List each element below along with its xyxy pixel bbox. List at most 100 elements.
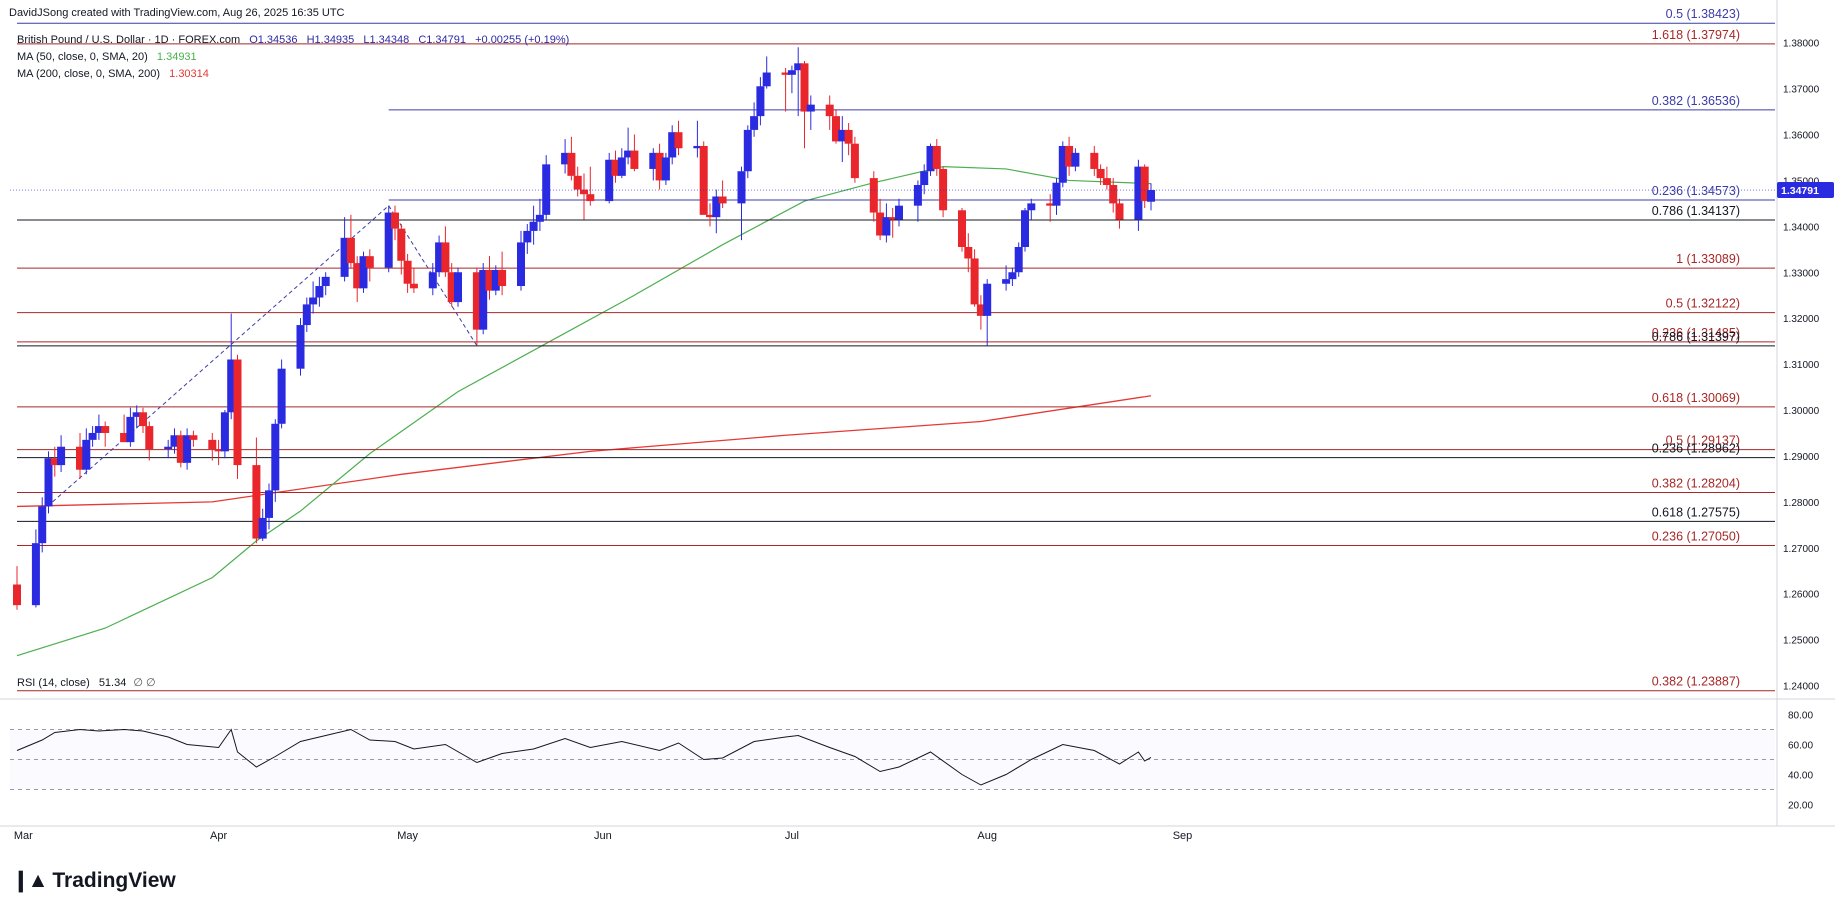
candle-body [882, 217, 891, 236]
time-axis[interactable]: Mar Apr May Jun Jul Aug Sep [14, 830, 1192, 842]
rsi-tick-label: 80.00 [1788, 711, 1813, 722]
candle-body [1102, 178, 1111, 186]
candle-body [825, 104, 834, 117]
candle-body [353, 263, 362, 289]
candle-body [939, 168, 948, 211]
candle-body [850, 143, 859, 179]
time-tick-label: Jul [785, 830, 799, 842]
candle-body [932, 145, 941, 169]
ma50-legend[interactable]: MA (50, close, 0, SMA, 20) 1.34931 [17, 51, 203, 63]
candle-body [561, 152, 570, 165]
ma200-label: MA (200, close, 0, SMA, 200) [17, 68, 161, 80]
candle-body [359, 256, 368, 289]
candle-body [1096, 168, 1105, 179]
rsi-tick-label: 20.00 [1788, 801, 1813, 812]
price-tick-label: 1.32000 [1783, 314, 1820, 325]
candle-body [498, 269, 507, 287]
candle-body [958, 210, 966, 247]
candle-body [580, 189, 588, 195]
candle-body [926, 145, 935, 172]
fib-levels-layer: 0.5 (1.38423) 1.618 (1.37974) 0.382 (1.365… [17, 7, 1775, 692]
candle-body [649, 152, 658, 169]
candle-body [869, 178, 878, 213]
candle-body [170, 435, 179, 447]
brand-name: TradingView [52, 869, 176, 892]
close-value: C1.34791 [418, 34, 467, 46]
candle-body [1134, 166, 1143, 220]
candle-body [1008, 272, 1017, 280]
fib-level-label: 1 (1.33089) [1676, 252, 1740, 266]
candle-body [1052, 182, 1061, 206]
price-tick-label: 1.31000 [1783, 360, 1820, 371]
candle-body [258, 517, 267, 539]
candle-body [1109, 185, 1118, 204]
price-tick-label: 1.34000 [1783, 222, 1820, 233]
fib-level-label: 0.236 (1.31485) [1652, 326, 1740, 340]
candle-body [1002, 279, 1011, 284]
fib-level-label: 0.382 (1.23887) [1652, 675, 1740, 689]
candle-body [674, 132, 683, 149]
ma200-legend[interactable]: MA (200, close, 0, SMA, 200) 1.30314 [17, 68, 215, 80]
candle-body [447, 272, 456, 303]
candle-body [120, 432, 129, 443]
candle-body [220, 412, 229, 452]
ma200-line [16, 395, 1152, 508]
candle-body [277, 368, 286, 424]
price-tick-label: 1.33000 [1783, 268, 1820, 279]
candles-layer [13, 47, 1155, 610]
price-axis[interactable]: 1.38000 1.37000 1.36000 1.35000 1.34000 1.330… [10, 39, 1834, 693]
candle-body [1058, 145, 1067, 183]
candle-body [693, 145, 702, 149]
candle-body [76, 446, 84, 470]
candle-body [441, 242, 450, 273]
candle-body [832, 116, 840, 142]
candle-body [523, 230, 532, 243]
rsi-legend[interactable]: RSI (14, close) 51.34 ∅ ∅ [17, 676, 156, 689]
high-value: H1.34935 [306, 34, 355, 46]
tradingview-logo[interactable]: ❙▲ TradingView [12, 868, 176, 893]
candle-body [189, 435, 198, 440]
candle-body [183, 435, 192, 463]
price-tick-label: 1.30000 [1783, 406, 1820, 417]
price-tick-label: 1.25000 [1783, 636, 1820, 647]
candle-body [176, 435, 185, 463]
ma200-value: 1.30314 [169, 68, 209, 80]
fib-level-label: 0.786 (1.34137) [1652, 204, 1740, 218]
candle-body [302, 304, 311, 326]
candle-body [1027, 203, 1036, 211]
fib-level-label: 1.618 (1.37974) [1652, 28, 1740, 42]
candle-body [699, 145, 708, 215]
candle-body [1065, 145, 1074, 167]
ma50-label: MA (50, close, 0, SMA, 20) [17, 51, 148, 63]
candle-body [1115, 203, 1124, 220]
current-price-label: 1.34791 [1781, 185, 1819, 197]
candle-body [265, 490, 273, 518]
ma50-value: 1.34931 [156, 51, 197, 63]
candle-body [365, 256, 374, 268]
candle-body [346, 237, 355, 264]
candle-body [718, 196, 727, 204]
candle-body [57, 446, 66, 466]
fib-level-label: 0.5 (1.29137) [1666, 434, 1740, 448]
candle-body [139, 412, 147, 427]
fib-level-label: 0.236 (1.27050) [1652, 529, 1740, 543]
candle-body [145, 426, 154, 450]
candle-body [88, 432, 97, 440]
symbol-name[interactable]: British Pound / U.S. Dollar · 1D · FOREX… [17, 34, 241, 46]
candle-body [472, 272, 481, 330]
candle-body [542, 164, 551, 215]
candle-body [567, 152, 576, 176]
price-tick-label: 1.38000 [1783, 39, 1820, 50]
candle-body [661, 157, 670, 181]
candle-body [94, 426, 103, 433]
candle-body [208, 439, 217, 450]
time-tick-label: Jun [594, 830, 612, 842]
ma50-line [16, 166, 1152, 657]
fib-level-label: 0.382 (1.28204) [1652, 476, 1740, 490]
price-tick-label: 1.29000 [1783, 452, 1820, 463]
candle-body [794, 63, 803, 71]
candle-body [970, 258, 979, 305]
candle-body [617, 157, 626, 176]
open-value: O1.34536 [249, 34, 298, 46]
